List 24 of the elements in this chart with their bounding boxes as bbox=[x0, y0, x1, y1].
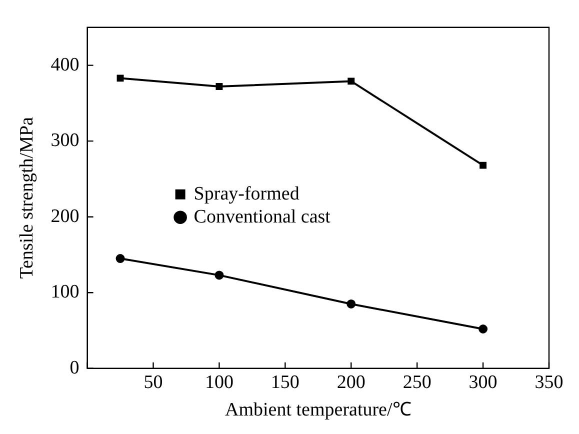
x-tick-label: 150 bbox=[270, 372, 300, 393]
point bbox=[480, 162, 487, 169]
x-tick-label: 300 bbox=[468, 372, 498, 393]
point bbox=[116, 74, 124, 82]
x-tick-label: 350 bbox=[534, 372, 564, 393]
x-tick-label: 100 bbox=[204, 372, 234, 393]
point bbox=[346, 299, 356, 308]
x-tick-label: 250 bbox=[402, 372, 432, 393]
y-tick-label: 100 bbox=[50, 282, 80, 303]
y-tick-label: 200 bbox=[50, 206, 80, 227]
legend-label: Conventional cast bbox=[194, 206, 332, 228]
x-tick-label: 200 bbox=[336, 372, 366, 393]
point bbox=[348, 78, 355, 85]
y-axis-title: Tensile strength/MPa bbox=[16, 116, 38, 279]
point bbox=[216, 83, 223, 90]
y-tick-label: 400 bbox=[50, 54, 80, 76]
x-axis-title: Ambient temperature/℃ bbox=[225, 400, 412, 421]
point bbox=[478, 324, 488, 334]
y-tick-label: 0 bbox=[70, 357, 80, 378]
y-tick-label: 300 bbox=[50, 130, 80, 152]
point bbox=[116, 254, 125, 264]
x-tick-label: 50 bbox=[144, 372, 163, 393]
point bbox=[214, 270, 224, 280]
legend-label: Spray-formed bbox=[194, 183, 300, 204]
